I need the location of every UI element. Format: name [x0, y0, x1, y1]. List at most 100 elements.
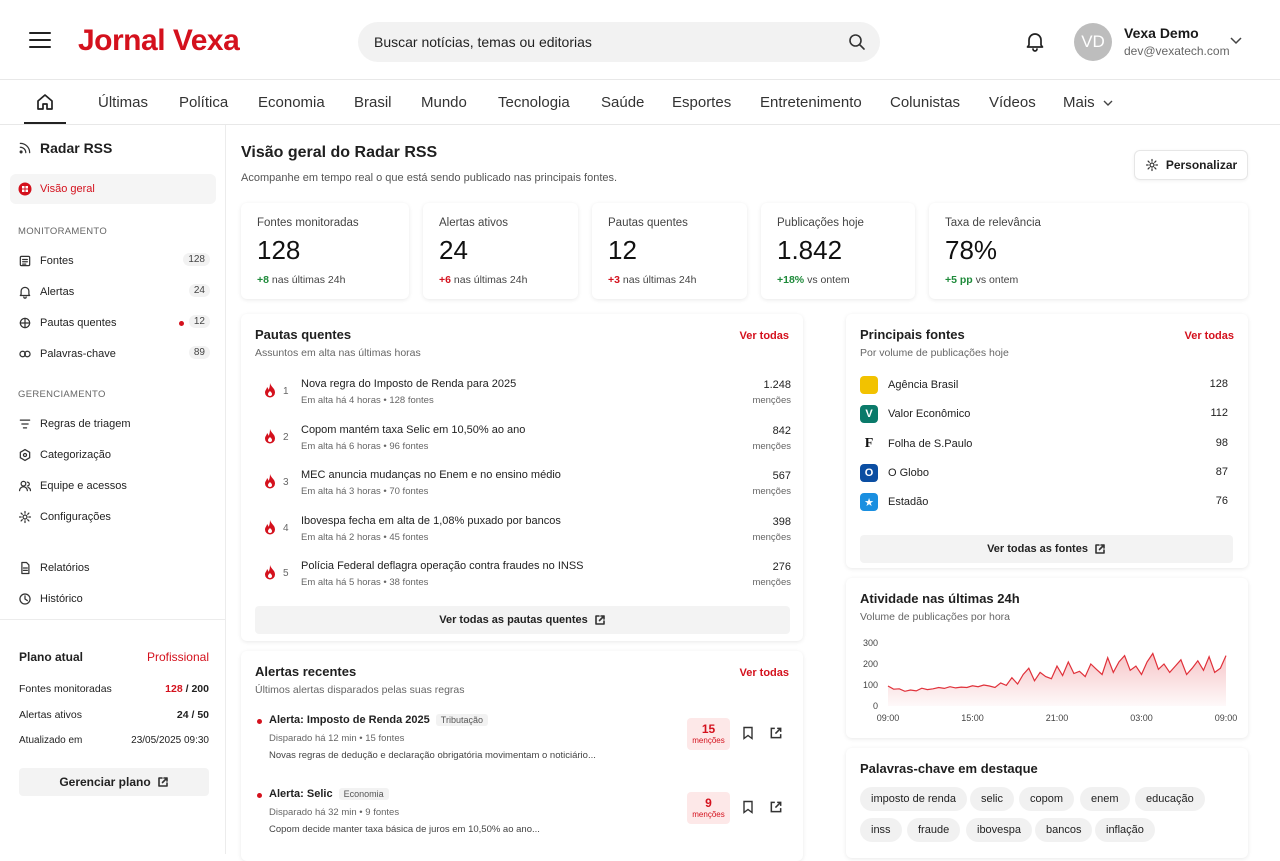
source-count: 76	[1215, 495, 1228, 508]
source-row[interactable]: O O Globo 87	[860, 462, 1232, 484]
plan-total: 50	[197, 709, 209, 721]
flame-icon	[263, 564, 277, 580]
nav-item-saude[interactable]: Saúde	[601, 94, 645, 111]
stat-card[interactable]: Publicações hoje 1.842 +18% vs ontem	[761, 203, 915, 299]
alert-title[interactable]: Alerta: Selic Economia	[269, 788, 389, 800]
sidebar-item-visao-geral[interactable]: Visão geral	[10, 174, 216, 204]
keyword-chip[interactable]: enem	[1080, 787, 1130, 811]
stat-label: Fontes monitoradas	[257, 217, 359, 229]
stat-delta-value: +8	[257, 274, 269, 286]
hot-topic-row[interactable]: 5 Polícia Federal deflagra operação contr…	[255, 558, 791, 598]
source-name: O Globo	[888, 466, 929, 479]
site-logo[interactable]: Jornal Vexa	[78, 24, 240, 57]
chevron-down-icon[interactable]	[1230, 37, 1242, 45]
notifications-bell-icon[interactable]	[1024, 30, 1046, 52]
see-all-link[interactable]: Ver todas	[739, 667, 789, 679]
keyword-chip[interactable]: inflação	[1095, 818, 1155, 842]
avatar[interactable]: VD	[1074, 23, 1112, 61]
keyword-chip[interactable]: bancos	[1035, 818, 1093, 842]
hot-topic-row[interactable]: 2 Copom mantém taxa Selic em 10,50% ao an…	[255, 422, 791, 462]
bookmark-icon[interactable]	[741, 726, 755, 740]
nav-item-mais[interactable]: Mais	[1063, 81, 1113, 124]
source-row[interactable]: Agência Brasil 128	[860, 374, 1232, 396]
nav-item-colunistas[interactable]: Colunistas	[890, 94, 961, 111]
keyword-chip[interactable]: selic	[970, 787, 1015, 811]
hot-topic-row[interactable]: 4 Ibovespa fecha em alta de 1,08% puxado …	[255, 513, 791, 553]
stat-label: Publicações hoje	[777, 217, 864, 229]
hot-topic-count: 1.248	[763, 379, 791, 391]
sidebar-item-fontes[interactable]: Fontes 128	[10, 247, 216, 275]
bookmark-icon[interactable]	[741, 800, 755, 814]
hot-topic-row[interactable]: 3 MEC anuncia mudanças no Enem e no ensin…	[255, 467, 791, 507]
nav-item-brasil[interactable]: Brasil	[354, 94, 392, 111]
nav-item-esportes[interactable]: Esportes	[672, 94, 732, 111]
nav-item-politica[interactable]: Política	[179, 94, 229, 111]
home-icon[interactable]	[24, 81, 66, 124]
external-link-icon[interactable]	[769, 726, 783, 740]
sidebar-item-regras[interactable]: Regras de triagem	[10, 410, 216, 438]
sidebar-item-palavras-chave[interactable]: Palavras-chave 89	[10, 340, 216, 368]
menu-icon[interactable]	[28, 30, 52, 50]
sidebar-item-label: Configurações	[40, 511, 111, 523]
user-name[interactable]: Vexa Demo	[1124, 25, 1199, 41]
gear-icon	[1145, 158, 1158, 172]
y-tick-label: 0	[873, 701, 878, 711]
see-all-link[interactable]: Ver todas	[1184, 330, 1234, 342]
hot-topic-meta: Em alta há 3 horas • 70 fontes	[301, 486, 429, 497]
external-link-icon[interactable]	[769, 800, 783, 814]
x-tick-label: 21:00	[1046, 713, 1069, 723]
see-all-sources-label: Ver todas as fontes	[987, 543, 1088, 555]
keyword-chip[interactable]: ibovespa	[966, 818, 1033, 842]
nav-item-tecnologia[interactable]: Tecnologia	[498, 94, 570, 111]
source-row[interactable]: F Folha de S.Paulo 98	[860, 433, 1232, 455]
stat-card[interactable]: Fontes monitoradas 128 +8 nas últimas 24…	[241, 203, 409, 299]
keyword-chip[interactable]: copom	[1019, 787, 1075, 811]
activity-card: Atividade nas últimas 24h Volume de publ…	[846, 578, 1248, 738]
hot-topic-count: 276	[772, 561, 791, 573]
sidebar-item-equipe[interactable]: Equipe e acessos	[10, 472, 216, 500]
stat-value: 12	[608, 235, 637, 265]
sidebar-item-categorizacao[interactable]: Categorização	[10, 441, 216, 469]
nav-item-ultimas[interactable]: Últimas	[98, 94, 149, 111]
sidebar-item-label: Fontes	[40, 255, 74, 267]
nav-item-economia[interactable]: Economia	[258, 94, 325, 111]
keyword-chip[interactable]: educação	[1135, 787, 1205, 811]
alert-title-label: Alerta: Selic	[269, 788, 333, 800]
search-input[interactable]	[374, 22, 834, 62]
gear-icon	[18, 510, 32, 524]
stat-card[interactable]: Alertas ativos 24 +6 nas últimas 24h	[423, 203, 578, 299]
alert-title[interactable]: Alerta: Imposto de Renda 2025 Tributação	[269, 714, 488, 726]
hot-topic-row[interactable]: 1 Nova regra do Imposto de Renda para 202…	[255, 376, 791, 416]
nav-item-mundo[interactable]: Mundo	[421, 94, 467, 111]
search-icon[interactable]	[848, 33, 866, 51]
recent-alerts-card: Alertas recentes Últimos alertas dispara…	[241, 651, 803, 861]
sidebar-item-pautas-quentes[interactable]: Pautas quentes 12	[10, 309, 216, 337]
sidebar-item-relatorios[interactable]: Relatórios	[10, 554, 216, 582]
source-row[interactable]: ★ Estadão 76	[860, 491, 1232, 513]
manage-plan-button[interactable]: Gerenciar plano	[19, 768, 209, 796]
flame-icon	[19, 317, 31, 329]
nav-item-entretenimento[interactable]: Entretenimento	[760, 94, 862, 111]
stat-card[interactable]: Taxa de relevância 78% +5 pp vs ontem	[929, 203, 1248, 299]
nav-item-videos[interactable]: Vídeos	[989, 94, 1036, 111]
sidebar-item-configuracoes[interactable]: Configurações	[10, 503, 216, 531]
see-all-hot-button[interactable]: Ver todas as pautas quentes	[255, 606, 790, 634]
source-row[interactable]: V Valor Econômico 112	[860, 403, 1232, 425]
stat-card[interactable]: Pautas quentes 12 +3 nas últimas 24h	[592, 203, 747, 299]
stat-delta-value: +3	[608, 274, 620, 286]
list-icon	[19, 255, 31, 267]
sidebar-item-historico[interactable]: Histórico	[10, 585, 216, 613]
keyword-chip[interactable]: inss	[860, 818, 902, 842]
plan-name[interactable]: Profissional	[146, 650, 209, 664]
sidebar-title[interactable]: Radar RSS	[18, 140, 112, 156]
top-sources-card: Principais fontes Por volume de publicaç…	[846, 314, 1248, 568]
see-all-sources-button[interactable]: Ver todas as fontes	[860, 535, 1233, 563]
team-icon	[18, 480, 32, 492]
sidebar-item-alertas[interactable]: Alertas 24	[10, 278, 216, 306]
see-all-link[interactable]: Ver todas	[739, 330, 789, 342]
hot-topic-title: Nova regra do Imposto de Renda para 2025	[301, 378, 517, 390]
customize-button[interactable]: Personalizar	[1134, 150, 1248, 180]
keyword-chip[interactable]: fraude	[907, 818, 961, 842]
hot-topic-meta: Em alta há 4 horas • 128 fontes	[301, 395, 434, 406]
keyword-chip[interactable]: imposto de renda	[860, 787, 967, 811]
